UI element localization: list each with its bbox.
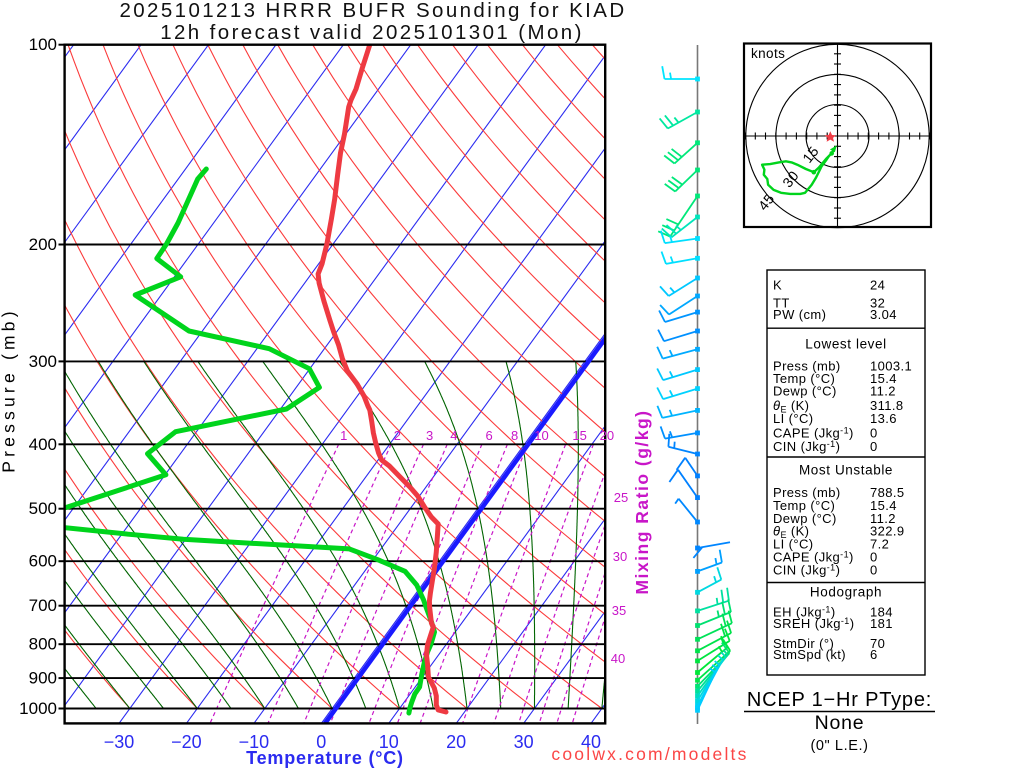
svg-text:8: 8 [511,428,518,443]
svg-text:20: 20 [600,428,614,443]
svg-text:LI (°C): LI (°C) [773,537,814,552]
svg-text:−20: −20 [171,732,202,752]
svg-text:CAPE (Jkg-1): CAPE (Jkg-1) [773,550,854,565]
svg-text:Dewp (°C): Dewp (°C) [773,511,837,526]
svg-text:400: 400 [29,435,57,454]
svg-text:2: 2 [394,428,401,443]
svg-text:12h forecast valid 2025101301: 12h forecast valid 2025101301 (Mon) [160,21,584,44]
svg-text:Mixing Ratio (g/kg): Mixing Ratio (g/kg) [632,409,652,594]
svg-text:NCEP 1−Hr PType:: NCEP 1−Hr PType: [747,689,932,711]
svg-text:15: 15 [572,428,586,443]
svg-text:coolwx.com/modelts: coolwx.com/modelts [551,744,748,764]
svg-text:70: 70 [870,636,885,651]
svg-text:3.04: 3.04 [870,307,897,322]
svg-text:Lowest level: Lowest level [805,337,887,352]
svg-text:10: 10 [534,428,548,443]
svg-text:CIN (Jkg-1): CIN (Jkg-1) [773,562,840,577]
svg-text:0: 0 [316,732,326,752]
svg-text:4: 4 [450,428,457,443]
svg-text:300: 300 [29,352,57,371]
svg-text:3: 3 [426,428,433,443]
svg-text:6: 6 [485,428,492,443]
svg-text:0: 0 [870,439,878,454]
svg-text:Press (mb): Press (mb) [773,485,841,500]
svg-text:LI (°C): LI (°C) [773,411,814,426]
svg-text:11.2: 11.2 [870,384,896,399]
svg-text:θE (K): θE (K) [773,398,809,415]
svg-text:322.9: 322.9 [870,524,905,539]
svg-text:StmDir (°): StmDir (°) [773,636,834,651]
svg-text:24: 24 [870,278,885,293]
svg-text:CIN (Jkg-1): CIN (Jkg-1) [773,439,840,454]
svg-text:6: 6 [870,647,878,662]
svg-text:SREH (Jkg-1): SREH (Jkg-1) [773,616,854,631]
svg-text:Temp (°C): Temp (°C) [773,498,835,513]
svg-text:30: 30 [514,732,534,752]
svg-text:−10: −10 [239,732,270,752]
svg-text:Temperature (°C): Temperature (°C) [246,748,404,768]
svg-text:184: 184 [870,604,893,619]
svg-text:Pressure (mb): Pressure (mb) [0,307,19,472]
svg-text:1: 1 [340,428,347,443]
svg-text:None: None [815,712,865,734]
svg-text:600: 600 [29,552,57,571]
svg-text:CAPE (Jkg-1): CAPE (Jkg-1) [773,425,854,440]
svg-text:Hodograph: Hodograph [810,585,882,600]
svg-text:40: 40 [581,732,601,752]
svg-text:40: 40 [611,651,625,666]
svg-text:181: 181 [870,616,893,631]
svg-text:Most Unstable: Most Unstable [799,463,893,478]
svg-text:311.8: 311.8 [870,398,904,413]
svg-text:1003.1: 1003.1 [870,359,912,374]
svg-text:Press (mb): Press (mb) [773,359,841,374]
svg-text:7.2: 7.2 [870,537,889,552]
svg-text:0: 0 [870,562,878,577]
svg-text:2025101213 HRRR BUFR Sounding: 2025101213 HRRR BUFR Sounding for KIAD [119,0,626,22]
svg-text:13.6: 13.6 [870,411,897,426]
svg-text:500: 500 [29,499,57,518]
svg-text:Dewp (°C): Dewp (°C) [773,384,837,399]
svg-text:PW (cm): PW (cm) [773,307,826,322]
svg-text:Temp (°C): Temp (°C) [773,371,835,386]
svg-text:−30: −30 [104,732,135,752]
svg-text:1000: 1000 [19,699,57,718]
svg-text:K: K [773,278,782,293]
svg-text:900: 900 [29,669,57,688]
svg-text:15.4: 15.4 [870,498,897,513]
svg-text:TT: TT [773,296,790,311]
svg-text:0: 0 [870,425,878,440]
svg-text:700: 700 [29,596,57,615]
svg-text:25: 25 [614,490,628,505]
svg-text:(0" L.E.): (0" L.E.) [810,738,868,754]
svg-text:θE (K): θE (K) [773,524,809,541]
svg-text:10: 10 [379,732,399,752]
svg-text:20: 20 [446,732,466,752]
svg-text:30: 30 [613,549,627,564]
svg-text:800: 800 [29,635,57,654]
svg-text:788.5: 788.5 [870,485,905,500]
svg-text:32: 32 [870,296,885,311]
svg-text:0: 0 [870,550,878,565]
svg-text:StmSpd (kt): StmSpd (kt) [773,647,846,662]
svg-text:100: 100 [29,35,57,54]
svg-text:200: 200 [29,235,57,254]
svg-text:knots: knots [751,46,785,61]
svg-text:EH (Jkg-1): EH (Jkg-1) [773,604,836,619]
svg-text:15.4: 15.4 [870,371,897,386]
svg-text:35: 35 [612,603,626,618]
svg-text:11.2: 11.2 [870,511,896,526]
